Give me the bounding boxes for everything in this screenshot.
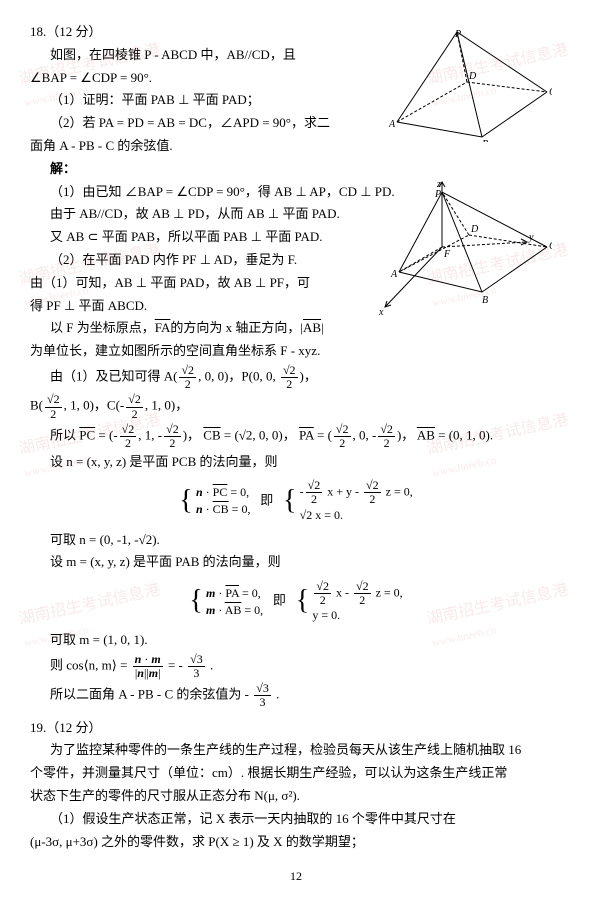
vec-PA: PA [299, 427, 314, 442]
svg-text:B: B [482, 295, 488, 306]
eq-system-2: { m · PA = 0, m · AB = 0, 即 { √22 x - √2… [30, 579, 562, 624]
svg-text:B: B [482, 139, 488, 142]
figure-2: z P A B C D F x y [377, 177, 552, 317]
sol-label: 解： [50, 161, 76, 176]
p19-header: 19.（12 分） [30, 718, 562, 739]
p19-l5: (μ-3σ, μ+3σ) 之外的零件数，求 P(X ≥ 1) 及 X 的数学期望… [30, 832, 562, 853]
p18-s4b: 由（1）可知，AB ⊥ 平面 PAD，故 AB ⊥ PF，可 [30, 273, 370, 294]
p19-l2: 个零件，并测量其尺寸（单位：cm）. 根据长期生产经验，可以认为这条生产线正常 [30, 763, 562, 784]
svg-text:D: D [468, 71, 477, 82]
p18-s5c: 为单位长，建立如图所示的空间直角坐标系 F - xyz. [30, 341, 562, 362]
svg-text:C: C [549, 87, 552, 98]
svg-text:y: y [528, 232, 534, 243]
vec-FA: FA [155, 320, 171, 335]
figure-1: P A B C D [377, 27, 552, 142]
svg-text:D: D [470, 224, 479, 235]
svg-text:P: P [454, 29, 461, 40]
p19-l3: 状态下生产的零件的尺寸服从正态分布 N(μ, σ²). [30, 786, 562, 807]
svg-text:F: F [443, 249, 451, 260]
svg-text:x: x [378, 307, 384, 317]
vec-PC: PC [79, 427, 95, 442]
p19-l4: （1）假设生产状态正常，记 X 表示一天内抽取的 16 个零件中其尺寸在 [30, 809, 562, 830]
p19-l1: 为了监控某种零件的一条生产线的生产过程，检验员每天从该生产线上随机抽取 16 [30, 740, 562, 761]
p18-s4a: （2）在平面 PAD 内作 PF ⊥ AD，垂足为 F. [30, 250, 390, 271]
svg-text:C: C [549, 241, 552, 252]
eq-system-1: { n · PC = 0, n · CB = 0, 即 { -√22 x + y… [30, 479, 562, 524]
svg-text:A: A [390, 269, 398, 280]
vec-CB: CB [203, 427, 220, 442]
svg-text:P: P [434, 189, 441, 200]
p18-l4: （2）若 PA = PD = AB = DC，∠APD = 90°，求二 [30, 113, 390, 134]
page-number: 12 [30, 867, 562, 886]
p18-l1: 如图，在四棱锥 P - ABCD 中，AB//CD，且 [50, 47, 296, 62]
svg-text:A: A [388, 119, 396, 130]
